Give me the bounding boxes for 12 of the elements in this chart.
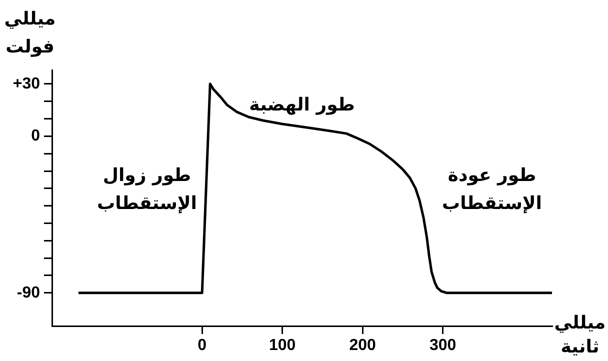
- annotation: طور الهضبة: [249, 94, 355, 116]
- y-tick-label: -90: [16, 284, 40, 302]
- x-tick-label: 0: [198, 337, 207, 354]
- x-tick-label: 300: [430, 337, 456, 354]
- x-axis-title: ميللي ثانية: [554, 312, 606, 358]
- y-tick-label: +30: [12, 75, 40, 92]
- x-tick-label: 200: [349, 337, 376, 354]
- y-axis-title: ميللي فولت: [4, 8, 56, 58]
- x-tick-label: 100: [268, 337, 296, 354]
- y-tick-label: 0: [31, 128, 40, 145]
- annotation: طور زوال الإستقطاب: [97, 164, 197, 214]
- annotation: طور عودة الإستقطاب: [442, 164, 542, 214]
